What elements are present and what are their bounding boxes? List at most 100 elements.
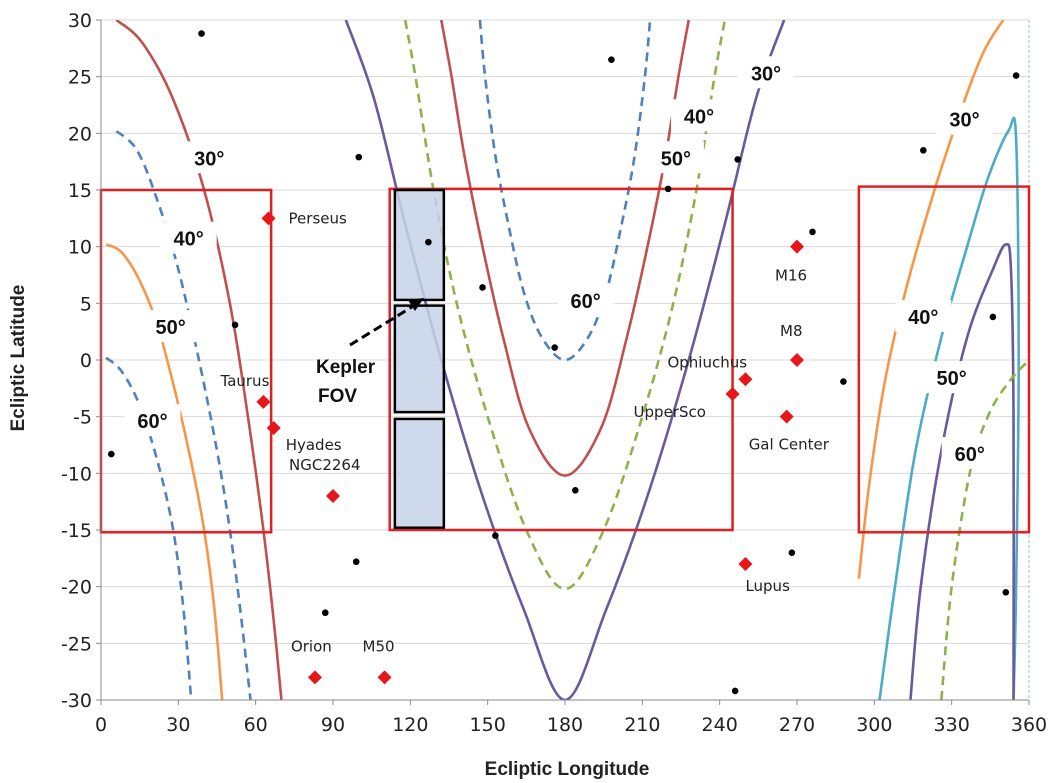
x-tick-label-10: 300: [856, 714, 892, 736]
contour-line-4: [115, 20, 283, 700]
object-marker-3: [326, 489, 340, 503]
x-tick-label-3: 90: [321, 714, 345, 736]
contour-label-11: 60°: [955, 444, 985, 466]
star-dot: [108, 450, 115, 458]
y-tick-label-12: -30: [61, 690, 92, 712]
y-tick-label-3: 15: [68, 180, 92, 202]
object-label-2: Hyades: [286, 436, 342, 454]
object-marker-7: [790, 353, 804, 367]
x-tick-label-1: 30: [166, 714, 190, 736]
object-label-0: Perseus: [289, 209, 347, 227]
y-tick-label-10: -20: [61, 577, 92, 599]
x-tick-label-8: 240: [702, 714, 738, 736]
x-tick-label-5: 150: [470, 714, 506, 736]
contour-label-4: 60°: [570, 291, 600, 313]
star-dot: [734, 156, 742, 163]
x-tick-label-12: 360: [1011, 714, 1047, 736]
y-tick-label-11: -25: [61, 633, 92, 655]
contour-line-5: [115, 130, 252, 700]
kepler-fov-box-0: [393, 188, 446, 302]
y-tick-label-0: 30: [68, 10, 92, 32]
object-marker-2: [266, 421, 281, 435]
contour-label-bg: [647, 141, 704, 174]
star-dot: [731, 687, 739, 695]
star-dot: [231, 321, 239, 329]
contour-label-8: 30°: [949, 110, 979, 132]
star-dot: [608, 56, 615, 63]
object-marker-5: [377, 670, 392, 685]
x-tick-label-6: 180: [547, 714, 583, 736]
object-marker-8: [779, 409, 794, 424]
y-tick-label-5: 5: [80, 293, 92, 315]
kepler-fov-box-1: [393, 304, 446, 414]
x-tick-label-7: 210: [624, 714, 660, 736]
contour-line-10: [909, 242, 1016, 700]
contour-line-7: [105, 356, 193, 700]
star-dot: [425, 238, 432, 246]
star-dot: [551, 344, 558, 351]
contour-label-bg: [941, 437, 998, 470]
axes: 0 30 60 90 120 150 180 210 240 270 300 330 360302520…: [61, 10, 1047, 736]
kepler-label-line1: Kepler: [316, 357, 376, 378]
object-label-6: M16: [775, 267, 807, 285]
contour-line-8: [857, 20, 1005, 579]
x-axis-title: Ecliptic Longitude: [485, 759, 650, 780]
star-dot: [492, 532, 499, 539]
star-dot: [1002, 589, 1010, 596]
y-tick-label-2: 20: [68, 123, 92, 145]
object-marker-11: [738, 557, 753, 571]
contour-label-1: 40°: [174, 229, 204, 251]
contour-label-9: 40°: [908, 307, 938, 329]
kepler-label-line2: FOV: [318, 386, 357, 407]
object-label-1: Taurus: [220, 372, 270, 390]
star-dot: [479, 284, 486, 291]
star-dot: [198, 30, 205, 37]
survey-region-2: [857, 185, 1031, 534]
object-marker-9: [738, 372, 753, 387]
x-tick-label-0: 0: [95, 714, 107, 736]
contour-label-bg: [738, 56, 795, 89]
x-tick-label-9: 270: [779, 714, 815, 736]
contour-label-bg: [160, 221, 217, 254]
x-tick-label-2: 60: [244, 714, 268, 736]
object-marker-4: [307, 670, 322, 685]
contour-labels: 30° 40° 50° 60° 60° 50° 40° 30° 30° 40° 50° 60°: [124, 56, 998, 470]
contour-label-3: 60°: [137, 411, 167, 433]
y-tick-label-8: -10: [61, 463, 92, 485]
object-marker-6: [790, 239, 804, 254]
kepler-arrow-head: [408, 298, 424, 311]
data-points: Perseus Taurus Hyades NGC2264 Orion M50 M16 M8 G…: [108, 30, 1020, 695]
contour-label-2: 50°: [155, 317, 185, 339]
y-tick-label-1: 25: [68, 67, 92, 89]
contour-label-5: 50°: [661, 148, 691, 170]
star-dot: [788, 549, 796, 556]
star-dot: [920, 147, 927, 154]
contour-label-6: 40°: [684, 106, 714, 128]
contour-label-bg: [142, 310, 199, 343]
object-label-8: Gal Center: [749, 436, 830, 454]
contour-label-7: 30°: [751, 63, 781, 85]
object-marker-0: [261, 211, 276, 226]
contour-label-bg: [181, 141, 238, 174]
annotations: Kepler FOV: [316, 298, 424, 407]
y-tick-label-4: 10: [68, 237, 92, 259]
star-dot: [1012, 72, 1020, 79]
contour-label-bg: [923, 361, 980, 394]
kepler-fov: [393, 188, 446, 529]
star-dot: [809, 228, 816, 236]
object-label-10: UpperSco: [634, 403, 706, 421]
y-tick-label-6: 0: [80, 350, 92, 372]
y-tick-label-9: -15: [61, 520, 92, 542]
kepler-fov-box-2: [393, 417, 446, 529]
object-label-3: NGC2264: [289, 456, 361, 474]
star-dot: [840, 378, 847, 385]
object-marker-1: [256, 394, 271, 409]
contour-line-11: [940, 359, 1029, 700]
contour-label-bg: [895, 299, 952, 332]
star-dot: [321, 609, 329, 617]
star-dot: [572, 487, 579, 494]
y-tick-label-7: -5: [73, 407, 92, 429]
survey-region-1: [388, 187, 734, 532]
contour-label-bg: [936, 102, 993, 135]
